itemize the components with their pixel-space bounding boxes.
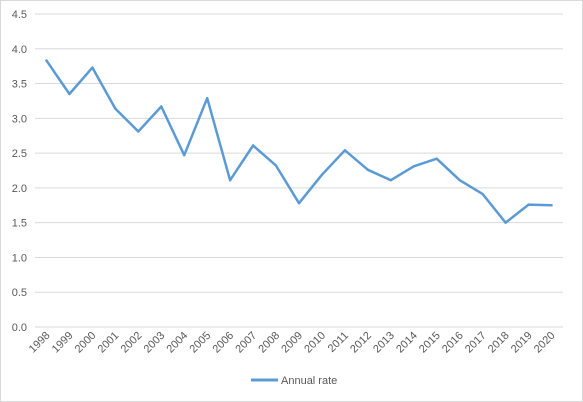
data-point: [481, 192, 484, 196]
data-point: [114, 107, 117, 110]
data-point: [343, 149, 347, 152]
series-line: [45, 59, 553, 224]
data-point: [91, 66, 94, 69]
data-point: [183, 153, 186, 157]
data-point: [435, 157, 438, 160]
legend: Annual rate: [251, 375, 337, 387]
y-tick-label: 4.0: [12, 44, 27, 56]
series-group: [45, 59, 553, 224]
data-point: [458, 179, 461, 182]
data-point: [389, 179, 393, 182]
x-axis-tick-labels: 1998199920002001200220032004200520062007…: [27, 330, 558, 356]
data-point: [45, 59, 48, 62]
x-tick-label: 2012: [348, 330, 374, 356]
x-tick-label: 2007: [233, 330, 259, 356]
legend-label: Annual rate: [281, 375, 337, 387]
data-point: [160, 105, 163, 108]
x-tick-label: 2004: [165, 330, 191, 356]
x-tick-label: 2006: [210, 330, 236, 356]
x-tick-label: 1999: [50, 330, 76, 356]
y-tick-label: 4.5: [12, 9, 27, 21]
y-tick-label: 3.5: [12, 79, 27, 91]
gridlines: [35, 13, 563, 293]
y-axis-tick-labels: 0.0 0.5 1.0 1.5 2.0 2.5 3.0 3.5 4.0 4.5: [12, 9, 27, 334]
x-tick-label: 2002: [119, 330, 145, 356]
data-point: [550, 204, 553, 207]
x-tick-label: 2019: [509, 330, 535, 356]
data-point: [320, 173, 324, 176]
y-tick-label: 0.0: [12, 322, 27, 334]
data-point: [137, 130, 140, 133]
data-point: [366, 168, 370, 172]
y-tick-label: 2.0: [12, 183, 27, 195]
x-tick-label: 2000: [73, 330, 99, 356]
data-point: [205, 96, 209, 100]
x-tick-label: 2008: [256, 330, 282, 356]
x-tick-label: 1998: [27, 330, 53, 356]
x-tick-label: 2011: [326, 330, 351, 355]
y-tick-label: 2.5: [12, 148, 27, 160]
x-tick-label: 2003: [142, 330, 168, 356]
x-tick-label: 2013: [371, 330, 397, 356]
data-point: [297, 201, 301, 205]
x-tick-label: 2020: [532, 330, 558, 356]
x-tick-label: 2018: [486, 330, 512, 356]
x-tick-label: 2016: [440, 330, 466, 356]
data-point: [504, 221, 507, 224]
y-tick-label: 3.0: [12, 113, 27, 125]
x-tick-label: 2009: [279, 330, 305, 356]
x-tick-label: 2017: [463, 330, 489, 356]
data-point: [274, 164, 278, 167]
y-tick-label: 1.0: [12, 252, 27, 264]
data-point: [527, 203, 530, 206]
x-tick-label: 2015: [417, 330, 443, 356]
data-point: [228, 179, 232, 182]
x-tick-label: 2001: [96, 330, 122, 356]
y-tick-label: 0.5: [12, 287, 27, 299]
data-point: [412, 165, 415, 168]
x-tick-label: 2005: [187, 330, 213, 356]
data-point: [251, 144, 255, 147]
y-tick-label: 1.5: [12, 218, 27, 230]
data-point: [68, 92, 71, 96]
x-tick-label: 2014: [394, 330, 420, 356]
x-tick-label: 2010: [302, 330, 328, 356]
